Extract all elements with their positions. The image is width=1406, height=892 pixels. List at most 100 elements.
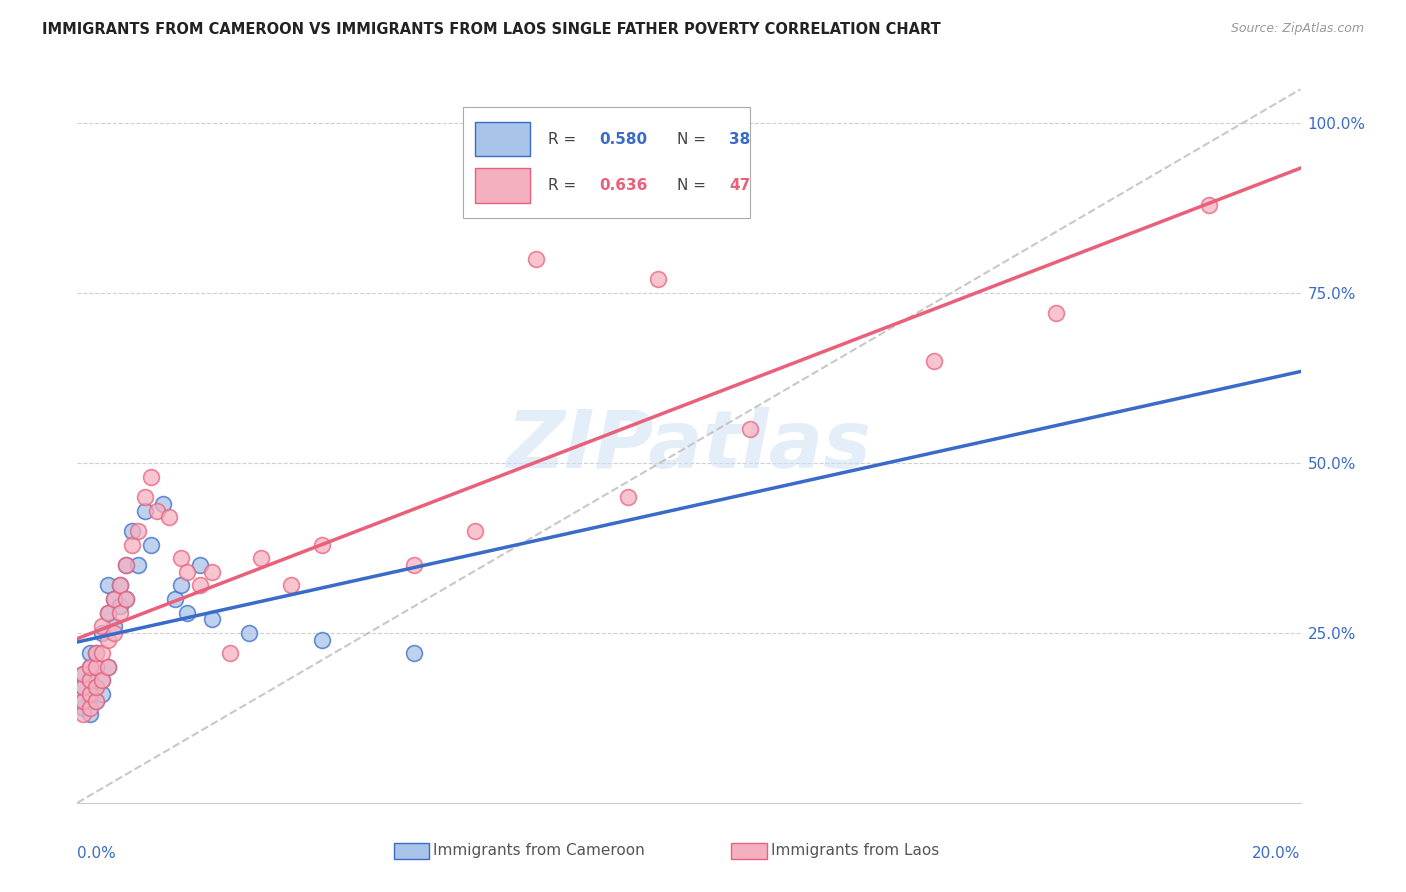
Text: Source: ZipAtlas.com: Source: ZipAtlas.com [1230,22,1364,36]
Point [90,626,112,640]
Text: 20.0%: 20.0% [1253,846,1301,861]
Point [84,694,107,708]
Point [402,558,425,572]
Text: 0.580: 0.580 [599,132,648,146]
Point [188,578,211,592]
Point [139,469,162,483]
Point [1045,306,1067,320]
Point [90,646,112,660]
Point [72,694,94,708]
Point [176,565,198,579]
Point [115,558,138,572]
Point [84,646,107,660]
Text: ZIPatlas: ZIPatlas [506,407,872,485]
Point [72,666,94,681]
Point [72,700,94,714]
Text: 38: 38 [730,132,751,146]
Text: IMMIGRANTS FROM CAMEROON VS IMMIGRANTS FROM LAOS SINGLE FATHER POVERTY CORRELATI: IMMIGRANTS FROM CAMEROON VS IMMIGRANTS F… [42,22,941,37]
Point [103,626,125,640]
Point [922,354,945,368]
Point [146,503,169,517]
Point [72,666,94,681]
Point [97,606,120,620]
Point [188,558,211,572]
Point [103,619,125,633]
Point [79,700,101,714]
Bar [475,169,530,202]
Point [524,252,547,266]
Text: N =: N = [676,132,710,146]
Point [170,551,193,566]
Point [72,707,94,722]
Point [103,591,125,606]
Point [152,497,174,511]
Point [97,606,120,620]
Point [1198,198,1220,212]
Point [84,660,107,674]
Point [108,578,131,592]
Point [238,626,260,640]
Text: 0.636: 0.636 [599,178,648,193]
Point [157,510,180,524]
Text: Immigrants from Laos: Immigrants from Laos [770,844,939,858]
Point [97,660,120,674]
Point [108,599,131,613]
Point [617,490,640,504]
Point [201,565,224,579]
Point [311,632,333,647]
Text: R =: R = [548,178,582,193]
Bar [475,122,530,156]
Point [176,606,198,620]
Point [79,673,101,688]
Text: 0.0%: 0.0% [77,846,117,861]
Text: R =: R = [548,132,582,146]
Point [103,591,125,606]
Point [84,660,107,674]
Point [121,537,143,551]
Point [79,660,101,674]
Point [79,687,101,701]
Point [134,490,156,504]
Point [165,591,187,606]
Point [72,680,94,694]
Point [201,612,224,626]
Point [108,606,131,620]
Point [97,660,120,674]
FancyBboxPatch shape [463,107,751,218]
Point [128,524,150,538]
Point [90,673,112,688]
Point [72,680,94,694]
Point [79,687,101,701]
Point [84,694,107,708]
Point [79,673,101,688]
Point [464,524,486,538]
Point [108,578,131,592]
Point [115,558,138,572]
Point [115,591,138,606]
Point [311,537,333,551]
Point [79,660,101,674]
Point [402,646,425,660]
Point [139,537,162,551]
Point [740,422,762,436]
Point [121,524,143,538]
Point [250,551,273,566]
Point [134,503,156,517]
Point [219,646,242,660]
Point [115,591,138,606]
Point [280,578,302,592]
Point [90,687,112,701]
Point [647,272,669,286]
Text: 47: 47 [730,178,751,193]
Point [97,578,120,592]
Point [79,646,101,660]
Point [79,707,101,722]
Point [90,619,112,633]
Point [84,646,107,660]
Point [97,632,120,647]
Text: N =: N = [676,178,710,193]
Point [170,578,193,592]
Point [84,680,107,694]
Point [72,694,94,708]
Point [90,673,112,688]
